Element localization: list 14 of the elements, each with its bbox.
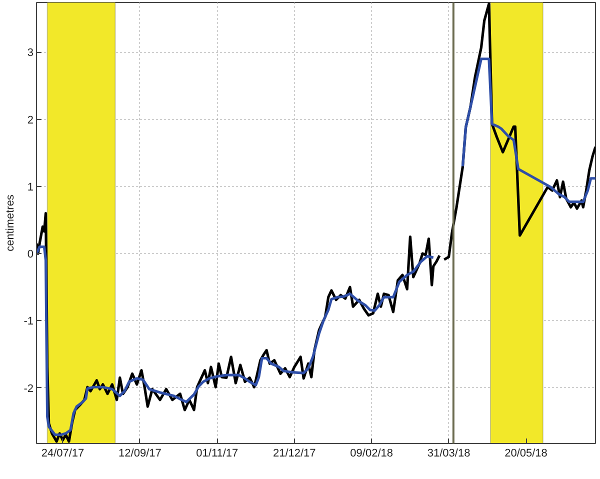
y-tick-label: 3	[27, 47, 34, 60]
x-tick-label: 12/09/17	[118, 448, 162, 460]
x-tick-label: 01/11/17	[196, 448, 238, 460]
y-tick-label: 2	[27, 114, 34, 126]
x-tick-label: 24/07/17	[41, 448, 84, 460]
y-tick-label: -2	[24, 382, 34, 395]
x-tick-label: 20/05/18	[504, 448, 548, 460]
y-axis-title: centimetres	[4, 194, 17, 252]
y-tick-label: -1	[24, 316, 34, 328]
y-tick-label: 0	[27, 248, 34, 261]
x-tick-label: 31/03/18	[427, 448, 470, 460]
x-tick-label: 09/02/18	[350, 448, 394, 460]
x-tick-label: 21/12/17	[272, 448, 316, 460]
y-tick-label: 1	[27, 181, 34, 194]
